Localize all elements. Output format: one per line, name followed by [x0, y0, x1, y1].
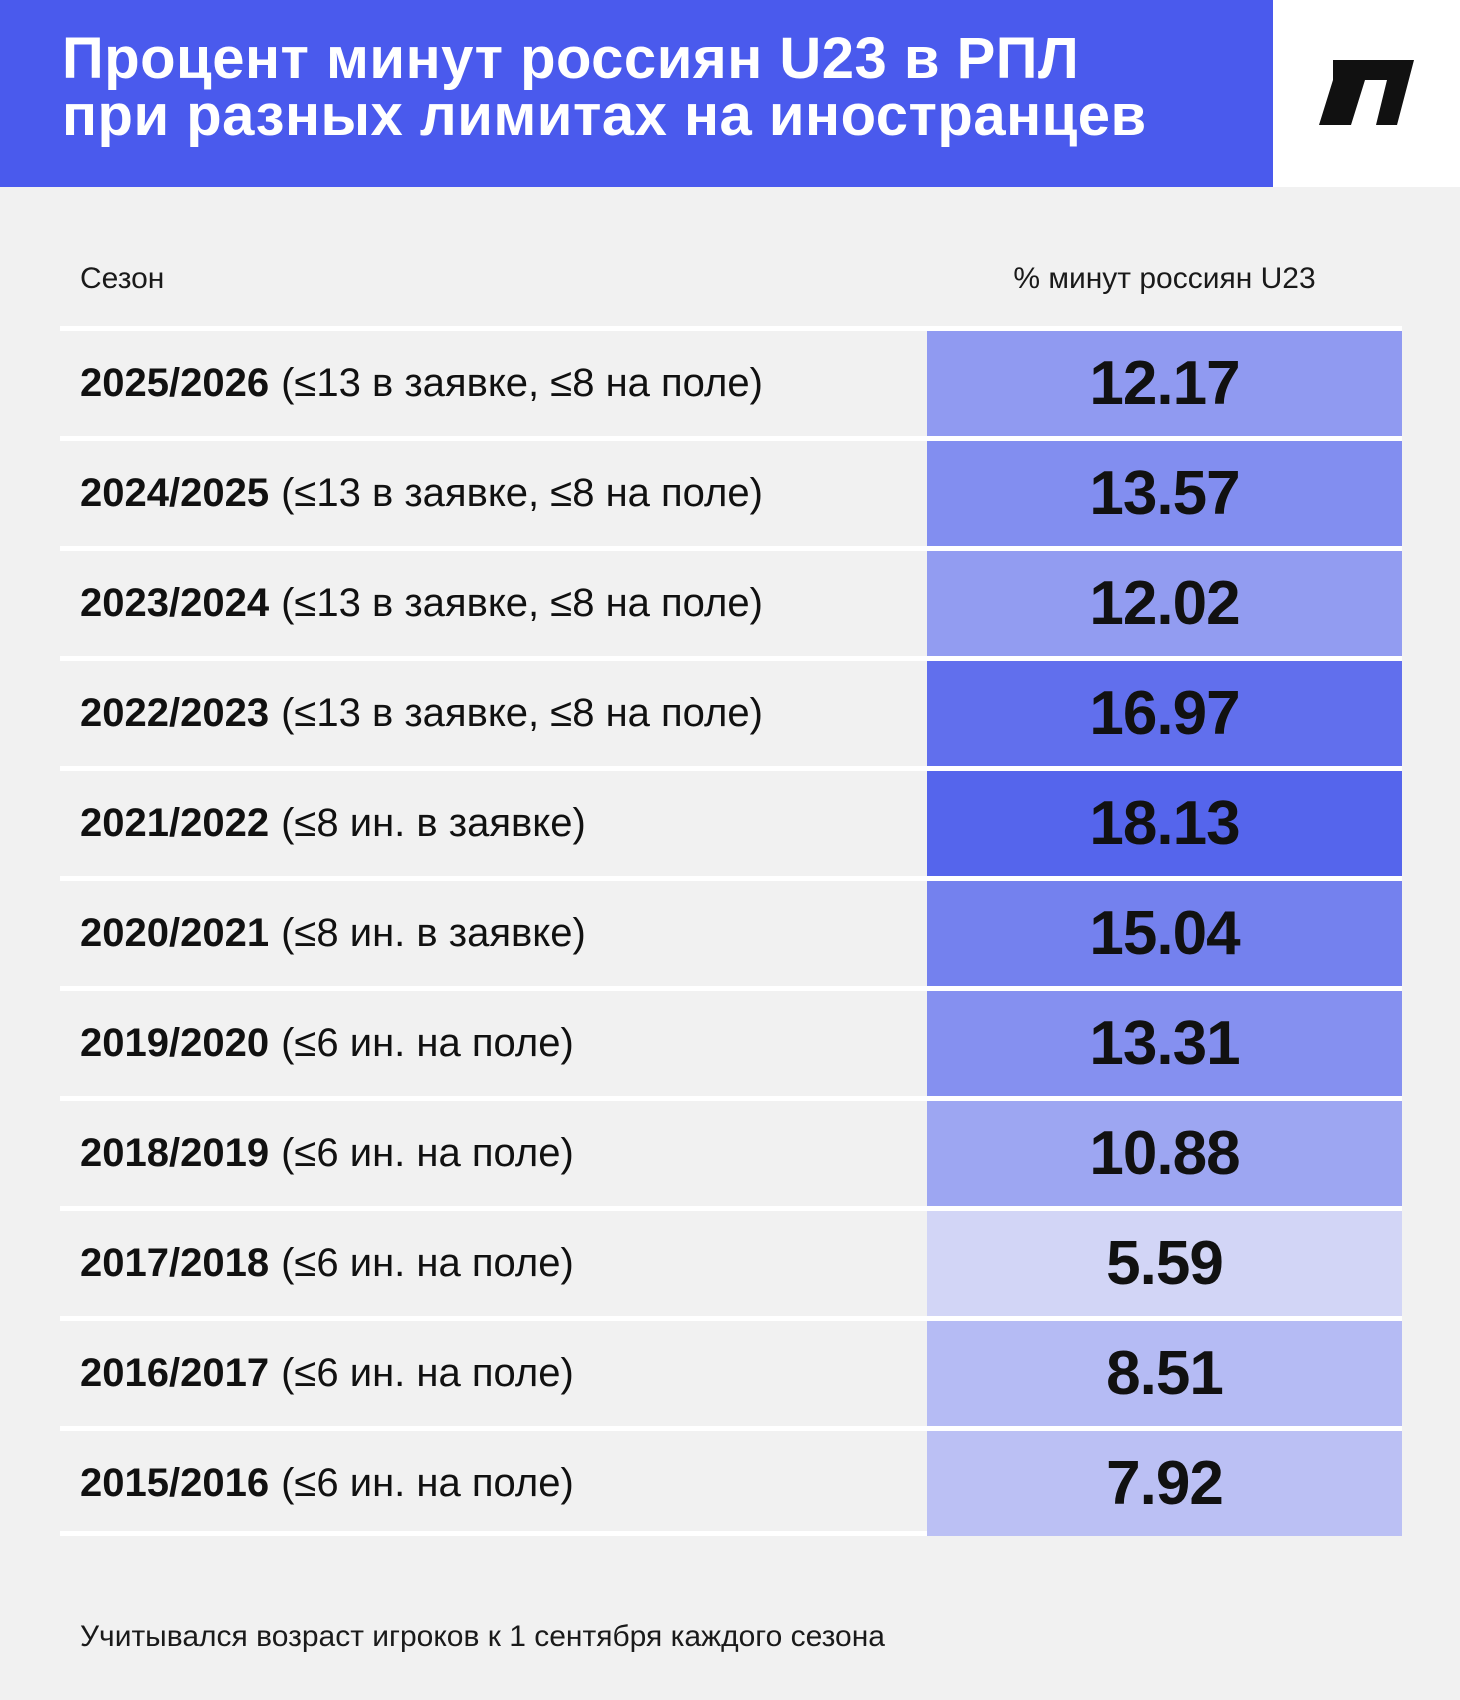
season-cell: 2025/2026 (≤13 в заявке, ≤8 на поле) — [80, 331, 763, 436]
season-cell: 2023/2024 (≤13 в заявке, ≤8 на поле) — [80, 551, 763, 656]
season-cell: 2019/2020 (≤6 ин. на поле) — [80, 991, 574, 1096]
column-header-season: Сезон — [80, 262, 165, 295]
season-year: 2019/2020 — [80, 1021, 270, 1065]
season-limit: (≤13 в заявке, ≤8 на поле) — [281, 581, 763, 625]
table-row: 2022/2023 (≤13 в заявке, ≤8 на поле) 16.97 — [60, 656, 1402, 766]
season-cell: 2020/2021 (≤8 ин. в заявке) — [80, 881, 586, 986]
value-cell: 8.51 — [927, 1321, 1402, 1426]
value-cell: 15.04 — [927, 881, 1402, 986]
value-cell: 10.88 — [927, 1101, 1402, 1206]
season-limit: (≤8 ин. в заявке) — [281, 801, 586, 845]
season-limit: (≤6 ин. на поле) — [281, 1461, 574, 1505]
season-year: 2015/2016 — [80, 1461, 270, 1505]
value-cell: 12.17 — [927, 331, 1402, 436]
season-cell: 2018/2019 (≤6 ин. на поле) — [80, 1101, 574, 1206]
season-year: 2017/2018 — [80, 1241, 270, 1285]
table-row: 2023/2024 (≤13 в заявке, ≤8 на поле) 12.02 — [60, 546, 1402, 656]
season-year: 2025/2026 — [80, 361, 270, 405]
value-cell: 16.97 — [927, 661, 1402, 766]
table-row: 2016/2017 (≤6 ин. на поле) 8.51 — [60, 1316, 1402, 1426]
title-line-2: при разных лимитах на иностранцев — [62, 83, 1147, 148]
season-limit: (≤13 в заявке, ≤8 на поле) — [281, 471, 763, 515]
value-cell: 12.02 — [927, 551, 1402, 656]
season-year: 2021/2022 — [80, 801, 270, 845]
season-year: 2023/2024 — [80, 581, 270, 625]
table-row: 2018/2019 (≤6 ин. на поле) 10.88 — [60, 1096, 1402, 1206]
season-limit: (≤6 ин. на поле) — [281, 1021, 574, 1065]
value-cell: 7.92 — [927, 1431, 1402, 1536]
table-row: 2017/2018 (≤6 ин. на поле) 5.59 — [60, 1206, 1402, 1316]
season-limit: (≤13 в заявке, ≤8 на поле) — [281, 361, 763, 405]
value-cell: 13.31 — [927, 991, 1402, 1096]
table-row: 2019/2020 (≤6 ин. на поле) 13.31 — [60, 986, 1402, 1096]
table-row: 2020/2021 (≤8 ин. в заявке) 15.04 — [60, 876, 1402, 986]
season-year: 2016/2017 — [80, 1351, 270, 1395]
title-banner: Процент минут россиян U23 в РПЛ при разн… — [0, 0, 1273, 187]
season-limit: (≤6 ин. на поле) — [281, 1241, 574, 1285]
table-row: 2025/2026 (≤13 в заявке, ≤8 на поле) 12.17 — [60, 326, 1402, 436]
title-line-1: Процент минут россиян U23 в РПЛ — [62, 26, 1080, 91]
season-cell: 2024/2025 (≤13 в заявке, ≤8 на поле) — [80, 441, 763, 546]
logo-box — [1273, 0, 1460, 187]
season-limit: (≤6 ин. на поле) — [281, 1131, 574, 1175]
season-cell: 2021/2022 (≤8 ин. в заявке) — [80, 771, 586, 876]
value-cell: 18.13 — [927, 771, 1402, 876]
season-cell: 2016/2017 (≤6 ин. на поле) — [80, 1321, 574, 1426]
season-limit: (≤8 ин. в заявке) — [281, 911, 586, 955]
table-row: 2015/2016 (≤6 ин. на поле) 7.92 — [60, 1426, 1402, 1536]
season-limit: (≤6 ин. на поле) — [281, 1351, 574, 1395]
table-row: 2021/2022 (≤8 ин. в заявке) 18.13 — [60, 766, 1402, 876]
season-year: 2020/2021 — [80, 911, 270, 955]
season-limit: (≤13 в заявке, ≤8 на поле) — [281, 691, 763, 735]
value-cell: 5.59 — [927, 1211, 1402, 1316]
column-header-value: % минут россиян U23 — [1013, 262, 1316, 295]
season-year: 2024/2025 — [80, 471, 270, 515]
season-year: 2018/2019 — [80, 1131, 270, 1175]
season-cell: 2015/2016 (≤6 ин. на поле) — [80, 1431, 574, 1536]
value-cell: 13.57 — [927, 441, 1402, 546]
data-table: 2025/2026 (≤13 в заявке, ≤8 на поле) 12.17… — [60, 326, 1402, 1536]
table-row: 2024/2025 (≤13 в заявке, ≤8 на поле) 13.57 — [60, 436, 1402, 546]
season-year: 2022/2023 — [80, 691, 270, 735]
brand-logo-icon — [1319, 60, 1414, 125]
season-cell: 2022/2023 (≤13 в заявке, ≤8 на поле) — [80, 661, 763, 766]
footnote: Учитывался возраст игроков к 1 сентября … — [80, 1620, 885, 1653]
season-cell: 2017/2018 (≤6 ин. на поле) — [80, 1211, 574, 1316]
